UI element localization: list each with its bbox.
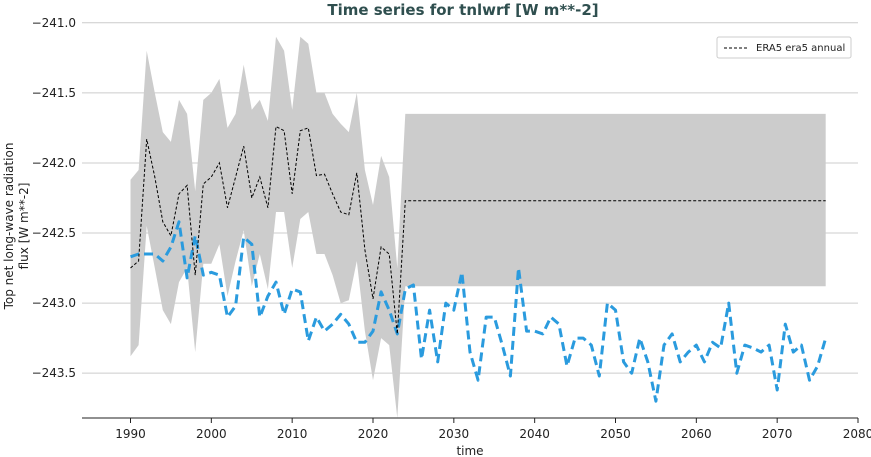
x-tick-label: 2050 (600, 427, 631, 441)
x-axis-label: time (456, 444, 483, 457)
x-axis: 1990 2000 2010 2020 2030 2040 2050 2060 2070 2080 (82, 417, 871, 441)
series-lines (130, 125, 828, 403)
y-axis-label: Top net long-wave radiation flux [W m**-… (2, 143, 31, 311)
y-tick-label: −241.5 (32, 86, 76, 100)
y-tick-label: −242.0 (32, 156, 76, 170)
legend: ERA5 era5 annual (716, 36, 852, 59)
x-tick-label: 2080 (843, 427, 871, 441)
series-line-model (130, 220, 828, 403)
x-tick-label: 2000 (196, 427, 227, 441)
x-tick-label: 2040 (519, 427, 550, 441)
x-tick-label: 2030 (439, 427, 470, 441)
legend-box (716, 36, 852, 59)
y-axis-label-line-2: flux [W m**-2] (17, 183, 31, 270)
x-tick-label: 2060 (681, 427, 712, 441)
uncertainty-band (130, 36, 826, 419)
y-tick-label: −243.5 (32, 366, 76, 380)
x-tick-label: 2020 (358, 427, 389, 441)
y-axis-ticks: −241.0 −241.5 −242.0 −242.5 −243.0 −243.5 (32, 16, 76, 380)
y-tick-label: −241.0 (32, 16, 76, 30)
y-tick-label: −242.5 (32, 226, 76, 240)
uncertainty-band-area (130, 36, 826, 419)
x-tick-label: 2070 (762, 427, 793, 441)
chart-title: Time series for tnlwrf [W m**-2] (327, 1, 598, 19)
x-tick-label: 1990 (115, 427, 146, 441)
legend-label-era5: ERA5 era5 annual (756, 43, 845, 54)
y-tick-label: −243.0 (32, 296, 76, 310)
y-axis-label-line-1: Top net long-wave radiation (2, 143, 16, 311)
x-tick-label: 2010 (277, 427, 308, 441)
